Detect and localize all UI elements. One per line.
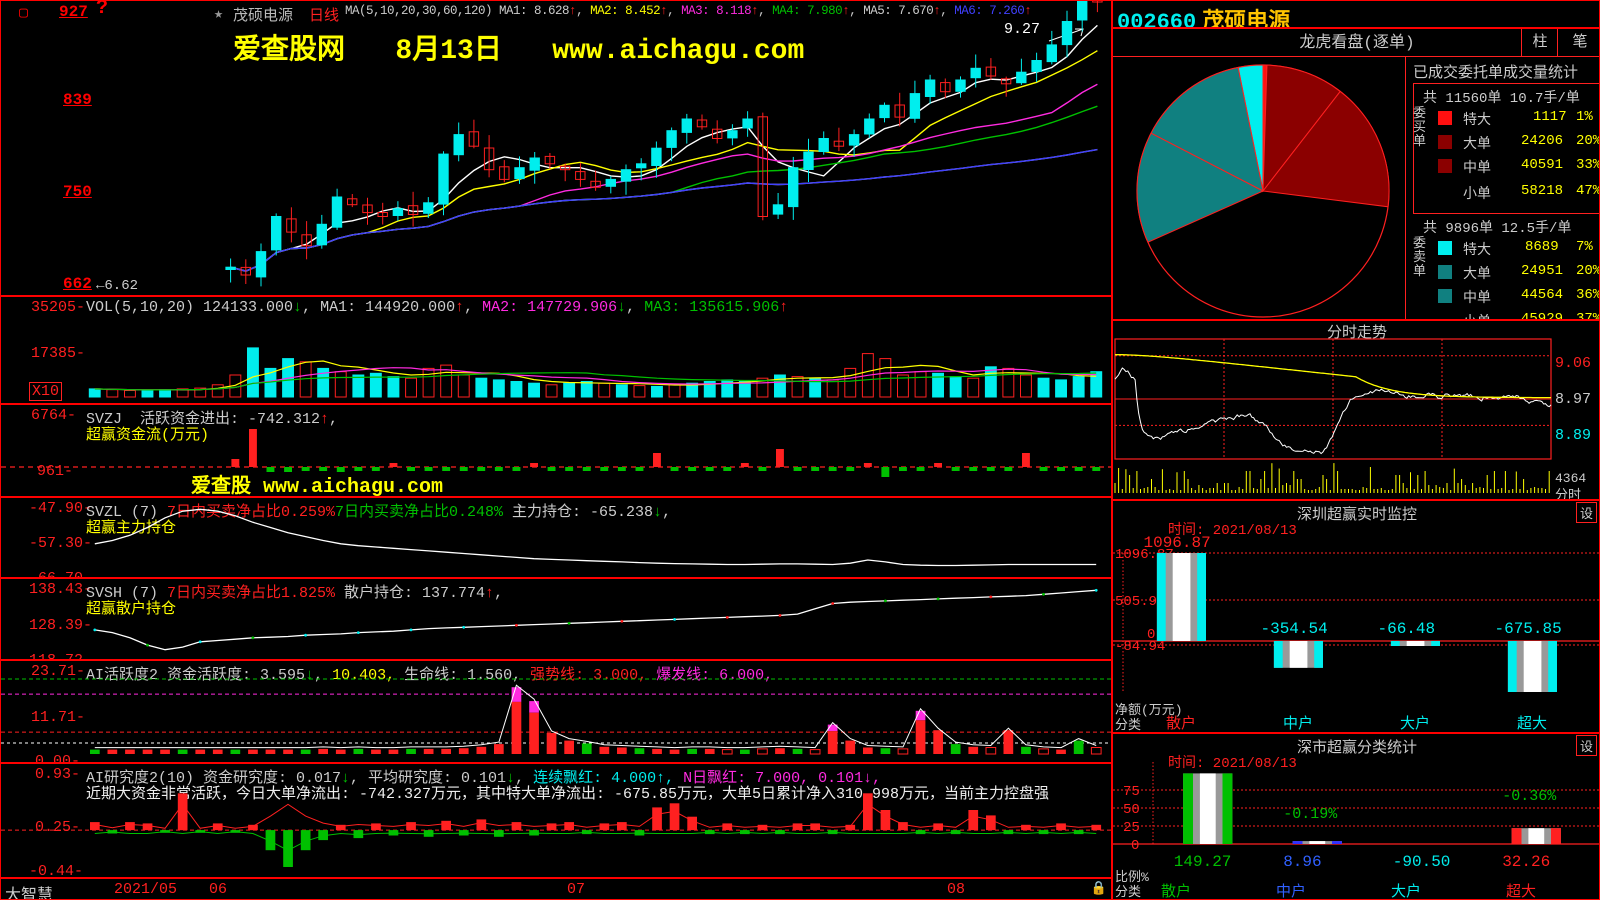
svg-text:-66.48: -66.48 xyxy=(1378,620,1436,638)
svg-text:-354.54: -354.54 xyxy=(1261,620,1328,638)
svg-text:149.27: 149.27 xyxy=(1174,853,1232,871)
svg-text:8.96: 8.96 xyxy=(1283,853,1321,871)
svg-text:0: 0 xyxy=(1147,627,1155,643)
svg-text:25: 25 xyxy=(1123,820,1140,836)
svg-text:-675.85: -675.85 xyxy=(1495,620,1562,638)
svg-text:-0.36%: -0.36% xyxy=(1502,788,1557,805)
svg-text:32.26: 32.26 xyxy=(1502,853,1550,871)
svg-text:-90.50: -90.50 xyxy=(1393,853,1451,871)
svg-text:0: 0 xyxy=(1131,838,1139,854)
svg-text:1096.87: 1096.87 xyxy=(1144,534,1211,552)
svg-text:-0.19%: -0.19% xyxy=(1283,806,1338,823)
svg-text:50: 50 xyxy=(1123,802,1140,818)
svg-text:-84.94: -84.94 xyxy=(1115,639,1165,655)
svg-text:75: 75 xyxy=(1123,784,1140,800)
